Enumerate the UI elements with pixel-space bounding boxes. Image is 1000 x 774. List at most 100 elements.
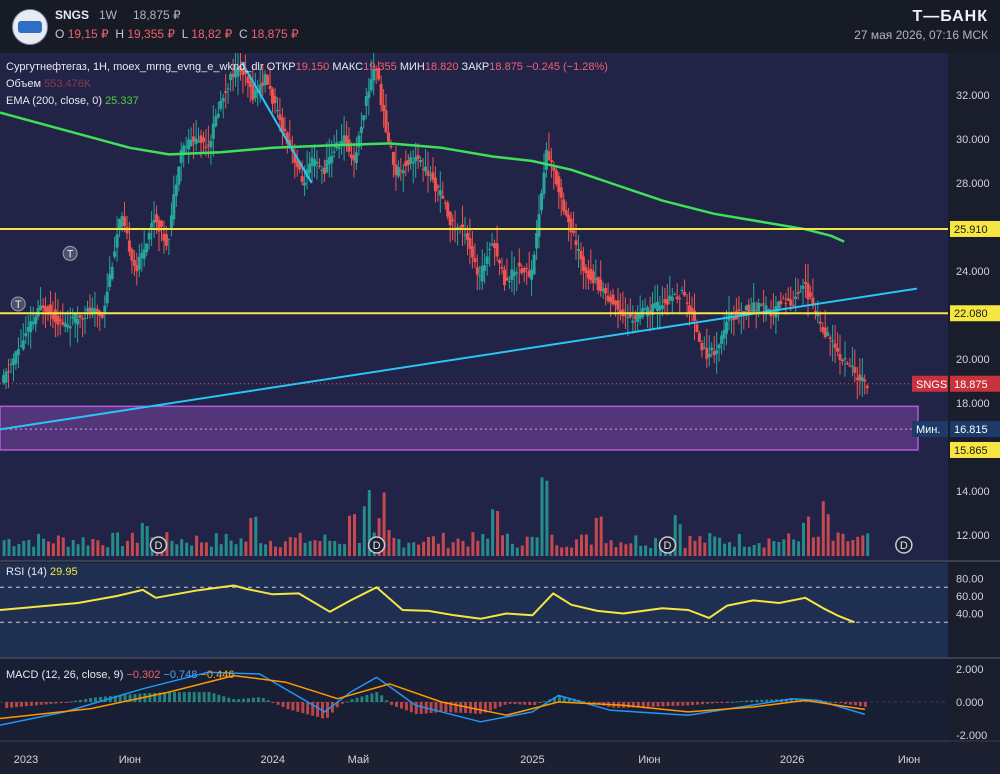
volume-bar: [584, 534, 588, 556]
brand-logo: Т—БАНК: [912, 8, 988, 25]
candle-body: [426, 170, 430, 176]
price-axis-tick-label: 28.000: [956, 178, 990, 190]
volume-bar: [135, 542, 139, 556]
ohlc-readout: O 19,15 ₽ H 19,355 ₽ L 18,82 ₽ C 18,875 …: [55, 27, 299, 41]
candle-body: [199, 135, 203, 143]
volume-bar: [589, 544, 593, 556]
candle-body: [515, 272, 519, 274]
candle-body: [167, 238, 171, 240]
min-label-tag: Мин.: [916, 424, 940, 436]
candle-body: [648, 310, 652, 313]
macd-histogram-bar: [316, 702, 320, 717]
candle-body: [700, 342, 704, 351]
macd-histogram-bar: [597, 702, 601, 705]
candle-body: [794, 296, 798, 299]
candle-body: [182, 145, 186, 153]
candle-body: [695, 324, 699, 333]
candle-body: [246, 76, 250, 83]
macd-histogram-bar: [705, 702, 709, 704]
candle-body: [850, 365, 854, 367]
ema-200-line: [0, 111, 845, 243]
volume-bar: [698, 536, 702, 556]
dividend-marker: [367, 536, 386, 554]
volume-bar: [486, 538, 490, 556]
macd-histogram-bar: [503, 702, 507, 705]
macd-line: [0, 671, 866, 726]
ticker-symbol[interactable]: SNGS: [55, 8, 90, 22]
chart-canvas[interactable]: 32.000 30.000 28.000 24.000 20.000 18.000 14.0…: [0, 53, 1000, 774]
candle-body: [9, 364, 13, 366]
candle-body: [41, 305, 45, 308]
candle-body: [340, 140, 344, 147]
candle-body: [325, 160, 329, 173]
candle-body: [73, 313, 77, 323]
volume-bar: [496, 511, 500, 556]
macd-histogram-bar: [750, 700, 754, 702]
volume-bar: [654, 538, 657, 556]
macd-histogram-bar: [375, 692, 379, 702]
candle-body: [308, 163, 312, 173]
candle-body: [702, 347, 706, 349]
macd-histogram-bar: [804, 701, 808, 703]
candle-body: [579, 250, 583, 260]
macd-histogram-bar: [148, 693, 152, 702]
candle-body: [779, 300, 783, 305]
macd-histogram-bar: [281, 702, 285, 707]
time-axis-tick-label: Июн: [638, 754, 660, 766]
volume-bar: [831, 540, 835, 556]
macd-histogram-bar: [173, 692, 176, 702]
macd-histogram-bar: [478, 702, 482, 714]
macd-histogram-bar: [113, 695, 117, 702]
legend-macd-value: −0.302: [126, 669, 161, 681]
legend-open: 19.150: [295, 61, 330, 73]
volume-bar: [466, 546, 470, 556]
candle-body: [419, 160, 423, 163]
candle-body: [436, 185, 440, 188]
volume-bar: [683, 547, 687, 556]
timeframe-label[interactable]: 1W: [99, 8, 117, 22]
rsi-axis-tick-label: 80.00: [956, 574, 984, 586]
candle-body: [189, 139, 193, 147]
volume-bar: [244, 541, 248, 556]
candle-body: [833, 343, 837, 348]
candle-body: [616, 300, 620, 310]
candle-body: [498, 260, 501, 264]
candle-body: [127, 240, 131, 252]
candle-body: [821, 327, 825, 332]
volume-bar: [180, 539, 184, 556]
macd-histogram-bar: [232, 699, 236, 702]
candle-body: [406, 160, 410, 165]
macd-histogram-bar: [834, 702, 838, 703]
candle-body: [261, 82, 265, 86]
volume-bar: [802, 522, 805, 556]
macd-histogram-bar: [666, 702, 670, 707]
candle-body: [685, 302, 689, 304]
macd-histogram-bar: [49, 702, 53, 704]
volume-bar: [856, 536, 860, 556]
candle-body: [441, 195, 445, 199]
volume-bar: [505, 533, 509, 556]
macd-histogram-bar: [251, 697, 255, 702]
candle-body: [478, 275, 482, 277]
candle-body: [557, 176, 561, 193]
candle-body: [725, 321, 728, 334]
macd-histogram-bar: [400, 702, 403, 709]
macd-histogram-bar: [760, 699, 764, 702]
candle-body: [749, 309, 753, 311]
candle-body: [280, 117, 284, 133]
candle-body: [586, 270, 590, 279]
candle-body: [239, 65, 242, 72]
candle-body: [125, 227, 129, 234]
candle-body: [628, 313, 632, 318]
candle-body: [646, 307, 650, 317]
candle-body: [845, 363, 849, 365]
candle-body: [130, 249, 134, 261]
candle-body: [806, 283, 810, 300]
candle-body: [623, 314, 627, 317]
candle-body: [559, 187, 563, 198]
macd-histogram-bar: [222, 696, 226, 702]
volume-bar: [318, 541, 322, 556]
candle-body: [720, 335, 724, 344]
legend-macd-label: MACD (12, 26, close, 9): [6, 669, 124, 681]
candle-body: [461, 224, 464, 228]
